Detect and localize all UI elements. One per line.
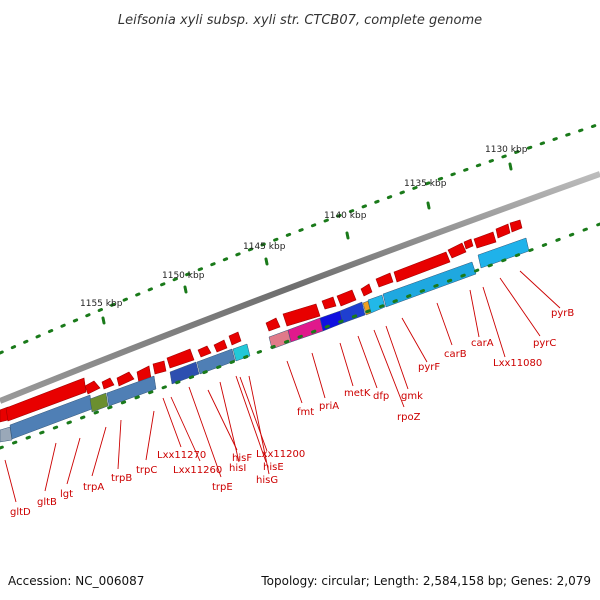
gene-arrow [116,371,135,387]
gene-label: dfp [373,391,389,402]
gene-bar [196,348,236,375]
gene-arrow [495,223,511,239]
gene-labels: gltD gltB lgt trpA trpB trpC Lxx11270 Lx… [10,308,574,518]
gene-label: pyrB [551,308,574,319]
scale-label: 1150 kbp [162,271,205,281]
scale-label: 1135 kbp [404,179,447,189]
reverse-genes [0,237,530,443]
gene-arrow [213,339,228,353]
gene-label: Lxx11270 [157,450,206,461]
scale-label: 1145 kbp [243,242,286,252]
forward-genes [0,219,523,423]
genome-summary-text: Topology: circular; Length: 2,584,158 bp… [261,574,591,588]
gene-arrow [152,360,167,375]
gene-label: Lxx11200 [256,449,305,460]
gene-arrow [101,377,115,390]
gene-arrow [509,219,523,233]
gene-label: rpoZ [397,412,421,423]
gene-arrow [447,242,467,259]
scale-label: 1155 kbp [80,299,123,309]
gene-label: gmk [401,391,423,402]
scale-label: 1130 kbp [485,145,528,155]
gene-label: carB [444,349,467,360]
scale-label: 1140 kbp [324,211,367,221]
label-leader-lines [4,270,561,503]
gene-arrow [197,345,212,358]
gene-arrow [463,238,474,250]
gene-label: gltD [10,507,31,518]
gene-label: pyrC [533,338,556,349]
scale-ring-outer [0,122,600,355]
gene-arrow [375,272,394,288]
gene-label: priA [319,401,339,412]
gene-label: trpC [136,465,157,476]
map-title: Leifsonia xyli subsp. xyli str. CTCB07, … [118,13,482,28]
genome-backbone [0,171,600,404]
gene-label: hisE [263,462,284,473]
gene-label: Lxx11260 [173,465,222,476]
gene-label: fmt [297,407,314,418]
gene-label: metK [344,388,371,399]
gene-arrow [393,251,451,283]
gene-bar [339,301,366,324]
gene-label: trpB [111,473,132,484]
gene-label: Lxx11080 [493,358,542,369]
gene-label: trpE [212,482,233,493]
gene-arrow [282,303,321,327]
gene-bar [0,426,13,443]
gene-arrow [5,377,87,422]
gene-label: hisG [256,475,278,486]
gene-bar [89,392,109,413]
gene-label: pyrF [418,362,440,373]
gene-bar [106,375,157,407]
gene-label: gltB [37,497,57,508]
gene-label: trpA [83,482,104,493]
gene-arrow [473,231,497,249]
gene-arrow [336,289,357,307]
gene-bar [169,361,200,385]
scale-major-ticks [101,162,513,325]
gene-bar [367,294,386,314]
gene-label: hisI [229,463,246,474]
gene-arrow [84,380,101,395]
gene-arrow [321,296,337,310]
gene-arrow [265,317,281,332]
gene-arrow [360,283,373,297]
gene-bar [232,343,251,362]
accession-text: Accession: NC_006087 [8,574,145,588]
gene-arrow [228,331,242,346]
gene-arrow [166,348,195,369]
gene-bar [382,261,477,308]
gene-label: lgt [60,489,73,500]
gene-label: carA [471,338,494,349]
scale-labels: 1155 kbp 1150 kbp 1145 kbp 1140 kbp 1135… [80,145,528,309]
gene-label: hisF [232,453,252,464]
